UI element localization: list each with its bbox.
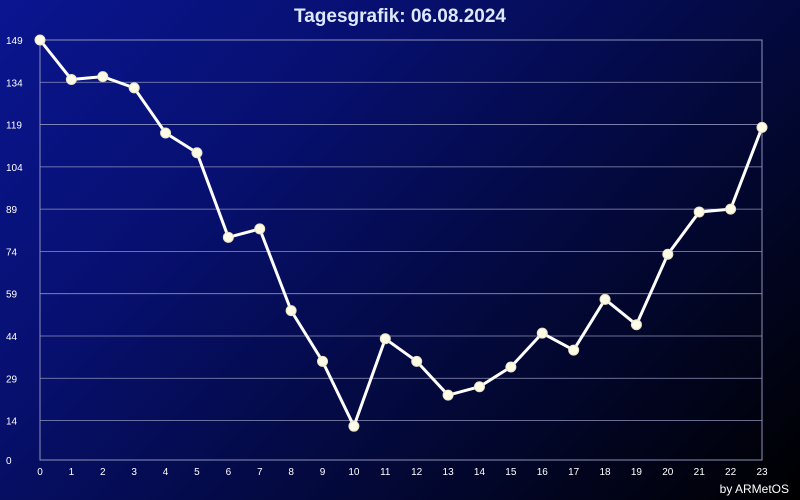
- credit-label: by ARMetOS: [719, 482, 789, 496]
- x-tick-label: 8: [288, 467, 294, 478]
- y-tick-label: 0: [6, 456, 12, 467]
- x-tick-label: 0: [37, 467, 43, 478]
- x-tick-label: 19: [631, 467, 643, 478]
- data-point: [599, 293, 611, 305]
- x-tick-label: 9: [320, 467, 326, 478]
- data-point: [662, 248, 674, 260]
- data-point: [411, 355, 423, 367]
- x-tick-label: 2: [100, 467, 106, 478]
- y-tick-label: 89: [6, 205, 18, 216]
- data-point: [693, 206, 705, 218]
- data-point: [505, 361, 517, 373]
- data-point: [222, 231, 234, 243]
- x-tick-label: 17: [568, 467, 580, 478]
- x-tick-label: 16: [537, 467, 549, 478]
- plot-frame: [39, 39, 763, 461]
- data-point: [348, 420, 360, 432]
- x-tick-label: 7: [257, 467, 263, 478]
- data-point: [128, 82, 140, 94]
- data-point: [97, 71, 109, 83]
- data-point: [65, 73, 77, 85]
- x-tick-label: 4: [163, 467, 169, 478]
- x-tick-label: 18: [599, 467, 611, 478]
- data-point: [630, 319, 642, 331]
- series-line: [38, 39, 764, 428]
- y-tick-label: 44: [6, 332, 18, 343]
- x-tick-label: 10: [348, 467, 360, 478]
- data-point: [725, 203, 737, 215]
- x-tick-label: 6: [226, 467, 232, 478]
- data-point: [473, 381, 485, 393]
- data-point: [160, 127, 172, 139]
- x-tick-label: 23: [756, 467, 768, 478]
- x-tick-label: 22: [725, 467, 737, 478]
- data-point: [756, 121, 768, 133]
- data-point: [536, 327, 548, 339]
- y-tick-label: 29: [6, 374, 18, 385]
- x-tick-label: 21: [694, 467, 706, 478]
- x-tick-label: 1: [69, 467, 75, 478]
- x-tick-label: 12: [411, 467, 423, 478]
- data-point: [254, 223, 266, 235]
- x-tick-label: 11: [380, 467, 391, 478]
- y-tick-label: 104: [6, 163, 23, 174]
- x-tick-label: 5: [194, 467, 200, 478]
- data-point: [568, 344, 580, 356]
- x-tick-label: 14: [474, 467, 486, 478]
- data-point: [379, 333, 391, 345]
- data-point: [285, 305, 297, 317]
- x-tick-label: 15: [505, 467, 517, 478]
- y-tick-label: 14: [6, 417, 18, 428]
- data-point: [34, 34, 46, 46]
- y-tick-label: 59: [6, 290, 18, 301]
- y-tick-label: 149: [6, 36, 23, 47]
- y-tick-label: 134: [6, 78, 23, 89]
- x-tick-label: 20: [662, 467, 674, 478]
- chart-title: Tagesgrafik: 06.08.2024: [294, 6, 506, 27]
- y-tick-label: 119: [6, 121, 22, 132]
- x-tick-label: 3: [131, 467, 137, 478]
- data-point: [442, 389, 454, 401]
- data-point: [191, 147, 203, 159]
- data-point: [317, 355, 329, 367]
- y-tick-label: 74: [6, 247, 18, 258]
- x-tick-label: 13: [443, 467, 455, 478]
